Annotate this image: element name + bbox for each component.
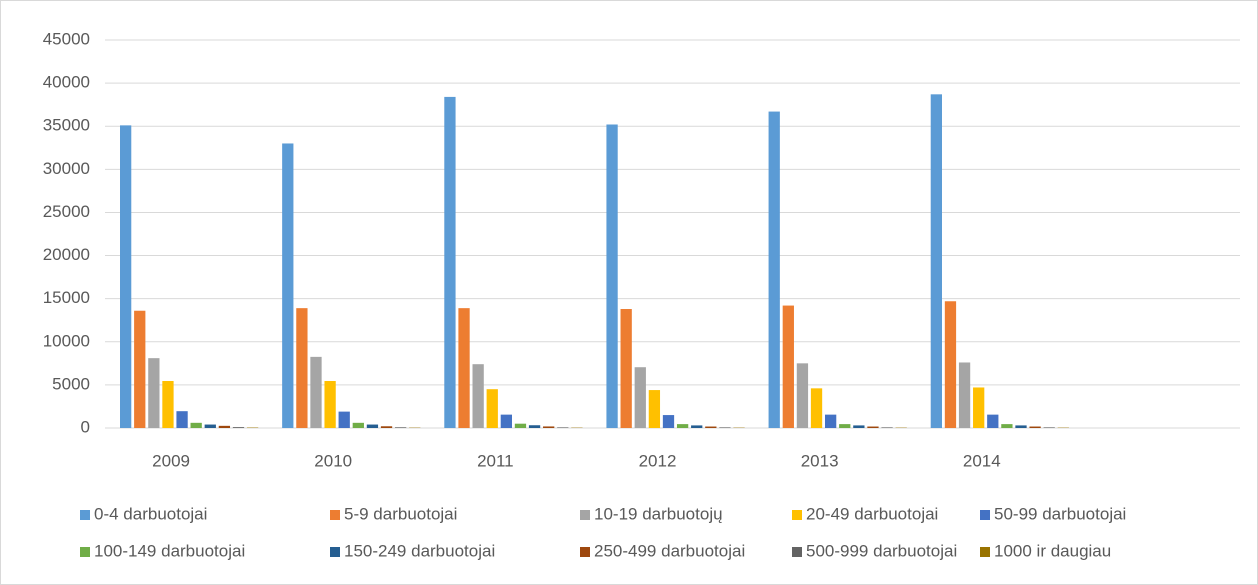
bar [691,425,703,428]
bar [120,125,132,429]
bar [500,414,512,428]
bar [944,301,957,428]
bar [824,414,837,428]
bar [853,425,865,428]
bar [394,427,407,428]
bar [282,143,294,428]
bar [705,426,717,428]
legend-label: 20-49 darbuotojai [806,504,938,523]
bar [352,422,364,428]
legend-label: 250-499 darbuotojai [594,541,745,560]
bar [1001,424,1013,428]
legend-label: 5-9 darbuotojai [344,504,457,523]
bar [458,308,470,428]
bar [310,356,322,428]
bar [232,427,245,428]
bar [810,388,823,428]
bar [987,414,999,428]
x-tick-label: 2014 [963,451,1001,470]
y-tick-label: 45000 [43,29,90,48]
legend-swatch [330,510,340,520]
bar [606,124,618,429]
bar [557,427,569,428]
x-tick-label: 2011 [477,451,514,470]
x-tick-label: 2012 [639,451,677,470]
bar [1015,425,1027,428]
bar [380,426,393,428]
bar [366,424,379,428]
legend-swatch [80,547,90,557]
bar [1029,426,1041,428]
bar [148,358,160,428]
x-tick-label: 2009 [152,451,190,470]
y-tick-label: 5000 [52,374,90,393]
bar [190,422,202,428]
bar [958,362,971,428]
y-tick-label: 35000 [43,116,90,135]
bar [881,427,893,428]
bar [768,111,780,428]
bar [204,424,216,428]
legend-swatch [980,510,990,520]
x-tick-label: 2010 [314,451,352,470]
bar [134,310,146,428]
legend-swatch [330,547,340,557]
bar [543,426,555,428]
bar [528,425,541,428]
legend-label: 10-19 darbuotojų [594,504,723,523]
x-tick-label: 2013 [801,451,839,470]
legend-label: 1000 ir daugiau [994,541,1111,560]
bar [973,387,985,428]
y-tick-label: 10000 [43,331,90,350]
bar [218,425,231,428]
legend-label: 150-249 darbuotojai [344,541,495,560]
bar [324,381,336,428]
bar [796,363,809,428]
legend-label: 100-149 darbuotojai [94,541,245,560]
bar [620,309,632,428]
legend-swatch [980,547,990,557]
bar [486,389,498,428]
legend-label: 0-4 darbuotojai [94,504,207,523]
bar [648,390,661,428]
legend-swatch [792,510,802,520]
legend-swatch [80,510,90,520]
bar [176,411,188,428]
legend-label: 500-999 darbuotojai [806,541,957,560]
bar [162,381,174,428]
bar [634,367,646,428]
bar [444,96,456,428]
legend-swatch [580,510,590,520]
y-tick-label: 30000 [43,159,90,178]
bar [867,426,879,428]
y-tick-label: 40000 [43,73,90,92]
bar [472,364,484,428]
legend-swatch [792,547,802,557]
bar [676,424,689,428]
legend-swatch [580,547,590,557]
legend-label: 50-99 darbuotojai [994,504,1126,523]
bar [839,424,851,428]
bar [719,427,731,428]
bar [296,308,308,428]
y-tick-label: 0 [81,417,90,436]
bar [930,94,942,428]
y-tick-label: 20000 [43,245,90,264]
y-tick-label: 25000 [43,202,90,221]
bar [662,415,675,428]
bar [782,305,794,428]
bar [338,411,350,428]
bar [514,423,527,428]
bar [1043,427,1055,428]
y-tick-label: 15000 [43,288,90,307]
